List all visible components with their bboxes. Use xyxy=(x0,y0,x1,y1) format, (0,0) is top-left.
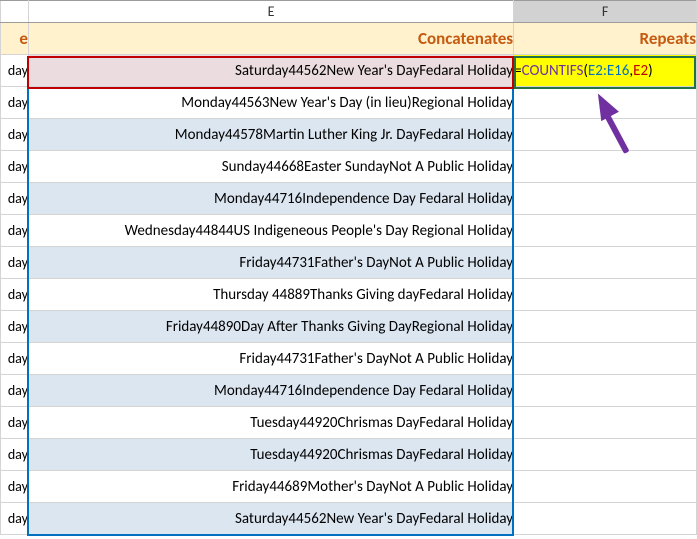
cell-col-D[interactable]: day xyxy=(1,439,29,471)
table-row: dayFriday44890Day After Thanks Giving Da… xyxy=(1,311,697,343)
table-row: dayWednesday44844US Indigeneous People's… xyxy=(1,215,697,247)
col-header-F[interactable]: F xyxy=(514,1,697,23)
cell-repeats[interactable] xyxy=(514,471,697,503)
table-row: dayTuesday44920Chrismas DayFedaral Holid… xyxy=(1,439,697,471)
cell-col-D[interactable]: day xyxy=(1,119,29,151)
cell-repeats[interactable] xyxy=(514,247,697,279)
cell-col-D[interactable]: day xyxy=(1,503,29,535)
cell-repeats[interactable] xyxy=(514,119,697,151)
cell-col-D[interactable]: day xyxy=(1,151,29,183)
cell-concatenate[interactable]: Friday44890Day After Thanks Giving DayRe… xyxy=(28,311,513,343)
cell-concatenate[interactable]: Monday44578Martin Luther King Jr. DayFed… xyxy=(28,119,513,151)
table-row: dayFriday44731Father's DayNot A Public H… xyxy=(1,247,697,279)
table-row: dayFriday44731Father's DayNot A Public H… xyxy=(1,343,697,375)
cell-repeats[interactable] xyxy=(514,439,697,471)
cell-concatenate[interactable]: Saturday44562New Year's DayFedaral Holid… xyxy=(28,503,513,535)
table-row: dayMonday44716Independence Day Fedaral H… xyxy=(1,375,697,407)
cell-col-D[interactable]: day xyxy=(1,279,29,311)
cell-col-D[interactable]: day xyxy=(1,375,29,407)
table-row: daySunday44668Easter SundayNot A Public … xyxy=(1,151,697,183)
cell-repeats[interactable] xyxy=(514,279,697,311)
cell-concatenate[interactable]: Saturday44562New Year's DayFedaral Holid… xyxy=(28,55,513,87)
table-row: daySaturday44562New Year's DayFedaral Ho… xyxy=(1,503,697,535)
cell-col-D[interactable]: day xyxy=(1,87,29,119)
table-row: dayTuesday44920Chrismas DayFedaral Holid… xyxy=(1,407,697,439)
cell-repeats[interactable] xyxy=(514,183,697,215)
cell-concatenate[interactable]: Friday44731Father's DayNot A Public Holi… xyxy=(28,247,513,279)
cell-concatenate[interactable]: Wednesday44844US Indigeneous People's Da… xyxy=(28,215,513,247)
formula-criteria: E2 xyxy=(633,62,648,80)
cell-concatenate[interactable]: Tuesday44920Chrismas DayFedaral Holiday xyxy=(28,407,513,439)
cell-repeats[interactable] xyxy=(514,215,697,247)
cell-concatenate[interactable]: Monday44563New Year's Day (in lieu)Regio… xyxy=(28,87,513,119)
cell-col-D[interactable]: day xyxy=(1,183,29,215)
cell-col-D[interactable]: day xyxy=(1,311,29,343)
header-cell-repeats[interactable]: Repeats xyxy=(514,23,697,55)
cell-repeats[interactable] xyxy=(514,375,697,407)
header-cell-concatenates[interactable]: Concatenates xyxy=(28,23,513,55)
cell-repeats[interactable]: =COUNTIFS(E2:E16,E2) xyxy=(514,55,697,87)
table-header-row: e Concatenates Repeats xyxy=(1,23,697,55)
cell-concatenate[interactable]: Tuesday44920Chrismas DayFedaral Holiday xyxy=(28,439,513,471)
table-row: dayFriday44689Mother's DayNot A Public H… xyxy=(1,471,697,503)
formula-eq: = xyxy=(514,62,521,80)
cell-concatenate[interactable]: Friday44689Mother's DayNot A Public Holi… xyxy=(28,471,513,503)
column-header-row: E F xyxy=(1,1,697,23)
cell-repeats[interactable] xyxy=(514,343,697,375)
cell-concatenate[interactable]: Thursday 44889Thanks Giving dayFedaral H… xyxy=(28,279,513,311)
cell-concatenate[interactable]: Monday44716Independence Day Fedaral Holi… xyxy=(28,375,513,407)
table-row: dayMonday44563New Year's Day (in lieu)Re… xyxy=(1,87,697,119)
table-row: dayMonday44716Independence Day Fedaral H… xyxy=(1,183,697,215)
spreadsheet-grid[interactable]: E F e Concatenates Repeats daySaturday44… xyxy=(0,0,697,535)
formula-fn: COUNTIFS xyxy=(522,62,584,80)
col-header-E[interactable]: E xyxy=(28,1,513,23)
cell-col-D[interactable]: day xyxy=(1,407,29,439)
cell-repeats[interactable] xyxy=(514,407,697,439)
cell-repeats[interactable] xyxy=(514,87,697,119)
cell-repeats[interactable] xyxy=(514,151,697,183)
table-row: dayThursday 44889Thanks Giving dayFedara… xyxy=(1,279,697,311)
cell-concatenate[interactable]: Monday44716Independence Day Fedaral Holi… xyxy=(28,183,513,215)
table-row: dayMonday44578Martin Luther King Jr. Day… xyxy=(1,119,697,151)
cell-repeats[interactable] xyxy=(514,503,697,535)
formula-close: ) xyxy=(648,62,653,80)
cell-col-D[interactable]: day xyxy=(1,471,29,503)
cell-col-D[interactable]: day xyxy=(1,247,29,279)
cell-concatenate[interactable]: Sunday44668Easter SundayNot A Public Hol… xyxy=(28,151,513,183)
formula-range: E2:E16 xyxy=(588,62,629,80)
cell-col-D[interactable]: day xyxy=(1,55,29,87)
cell-col-D[interactable]: day xyxy=(1,215,29,247)
col-header-D[interactable] xyxy=(1,1,29,23)
cell-concatenate[interactable]: Friday44731Father's DayNot A Public Holi… xyxy=(28,343,513,375)
cell-repeats[interactable] xyxy=(514,311,697,343)
header-cell-D[interactable]: e xyxy=(1,23,29,55)
table-row: daySaturday44562New Year's DayFedaral Ho… xyxy=(1,55,697,87)
cell-col-D[interactable]: day xyxy=(1,343,29,375)
